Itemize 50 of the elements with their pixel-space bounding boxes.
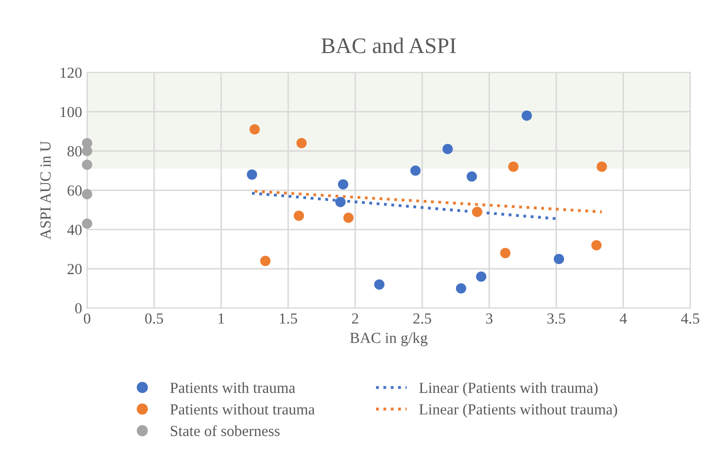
point bbox=[335, 196, 346, 208]
legend-label: Linear (Patients with trauma) bbox=[419, 382, 598, 396]
point bbox=[522, 110, 532, 121]
x-tick-label: 1 bbox=[218, 313, 224, 324]
point bbox=[294, 210, 304, 221]
point bbox=[476, 271, 486, 282]
x-tick-label: 4.5 bbox=[681, 313, 700, 324]
point bbox=[82, 218, 92, 229]
legend-label: Linear (Patients without trauma) bbox=[419, 404, 618, 418]
point bbox=[466, 171, 477, 182]
point bbox=[442, 144, 453, 154]
point bbox=[591, 240, 602, 250]
point bbox=[554, 254, 564, 264]
x-tick-label: 3 bbox=[486, 313, 492, 324]
point bbox=[249, 124, 260, 135]
x-tick-label: 0.5 bbox=[145, 313, 164, 324]
point bbox=[260, 256, 271, 266]
x-tick-label: 1.5 bbox=[280, 313, 298, 324]
point bbox=[410, 165, 421, 176]
x-axis-title: BAC in g/kg bbox=[350, 332, 428, 346]
y-tick-label: 80 bbox=[68, 146, 82, 156]
point bbox=[82, 160, 92, 170]
x-tick-label: 2.5 bbox=[413, 313, 432, 324]
point bbox=[296, 138, 307, 148]
chart-title: BAC and ASPI bbox=[321, 38, 456, 54]
point bbox=[82, 146, 92, 156]
legend-label: Patients with trauma bbox=[170, 382, 296, 393]
point bbox=[82, 189, 92, 200]
point bbox=[508, 162, 519, 172]
x-tick-label: 0 bbox=[84, 313, 90, 324]
point bbox=[456, 283, 466, 294]
point bbox=[343, 212, 354, 223]
legend-label: State of soberness bbox=[170, 425, 280, 436]
x-tick-label: 4 bbox=[620, 313, 627, 324]
y-tick-label: 20 bbox=[68, 264, 82, 274]
point bbox=[596, 162, 607, 172]
point bbox=[500, 248, 510, 258]
legend-label: Patients without trauma bbox=[170, 404, 315, 415]
x-tick-label: 3.5 bbox=[547, 313, 566, 324]
point bbox=[472, 206, 482, 218]
point bbox=[246, 169, 258, 180]
y-tick-label: 120 bbox=[60, 68, 82, 78]
point bbox=[374, 279, 384, 290]
y-tick-label: 0 bbox=[75, 303, 82, 314]
y-tick-label: 60 bbox=[68, 185, 82, 196]
y-axis-title: ASPI AUC in U bbox=[40, 141, 51, 240]
y-tick-label: 100 bbox=[60, 106, 82, 118]
point bbox=[338, 179, 348, 190]
x-tick-label: 2 bbox=[352, 313, 358, 324]
y-tick-label: 40 bbox=[67, 224, 82, 235]
